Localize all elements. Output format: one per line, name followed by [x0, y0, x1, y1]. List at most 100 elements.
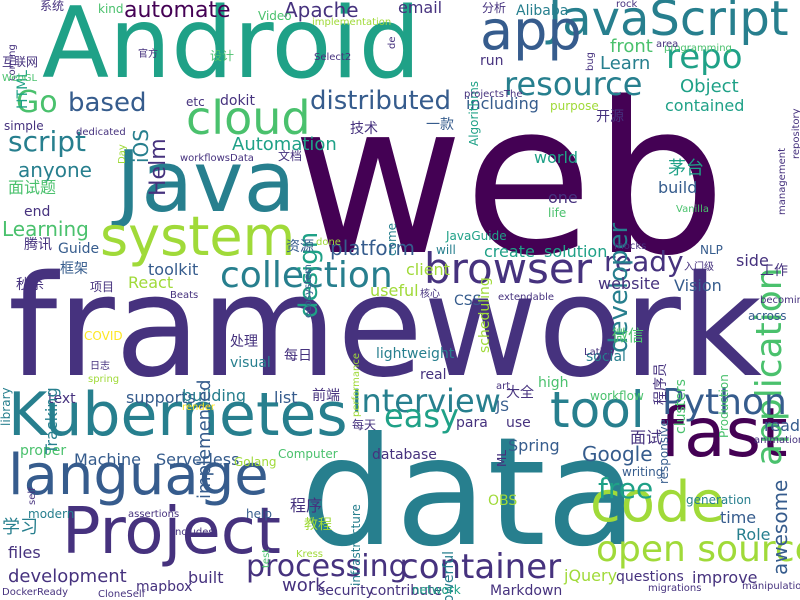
cloud-word-javaguide-163: JavaGuide [446, 229, 507, 243]
cloud-word-migrations-128: migrations [648, 583, 702, 594]
cloud-word-performance-143: performance [351, 352, 362, 417]
cloud-word-serverless-53: Serverless [156, 450, 240, 469]
cloud-word-etc-113: etc [186, 95, 205, 109]
cloud-word-cjk-184: 项目 [90, 280, 115, 294]
cloud-word-cjk-186: 入门级 [684, 262, 714, 273]
cloud-word-collection-16: collection [220, 255, 393, 296]
cloud-word-python-23: Python [662, 382, 787, 423]
cloud-word-questions-70: questions [616, 569, 684, 585]
cloud-word-beats-155: Beats [170, 290, 199, 301]
cloud-word-code-12: code [590, 470, 726, 535]
cloud-word-cjk-185: 工作 [760, 263, 788, 279]
cloud-word-role-67: Role [736, 525, 771, 544]
cloud-word-simple-110: simple [4, 119, 44, 133]
cloud-word-work-73: work [282, 575, 326, 596]
cloud-word-cjk-188: 处理 [230, 334, 258, 350]
cloud-word-script-27: script [8, 125, 87, 158]
cloud-word-contained-44: contained [665, 96, 745, 115]
cloud-word-java-4: Java [116, 133, 296, 232]
cloud-word-list-57: list [274, 388, 298, 407]
cloud-word-infrastructure-116: infrastructure [349, 504, 363, 587]
cloud-word-lightweight-88: lightweight [376, 346, 455, 362]
cloud-word-real-89: real [420, 367, 447, 383]
cloud-word-database-80: database [372, 447, 437, 463]
cloud-word-repo-18: repo [666, 37, 743, 77]
cloud-word-will-124: will [436, 243, 456, 257]
cloud-word-solution-60: solution [544, 242, 608, 261]
cloud-word-framework-1: framework [8, 246, 762, 409]
cloud-word-life-122: life [548, 206, 567, 220]
cloud-word-extendable-144: extendable [498, 292, 555, 303]
cloud-word-based-29: based [68, 88, 147, 118]
cloud-word-cjk-198: 教程 [304, 517, 332, 533]
cloud-word-cjk-190: 日志 [90, 361, 110, 372]
cloud-word-ml-167: ML [495, 450, 509, 468]
cloud-word-website-48: website [598, 274, 660, 293]
cloud-word-cjk-171: 官方 [138, 49, 158, 60]
cloud-word-manipulation-127: manipulation [742, 581, 800, 592]
cloud-word-awesome-65: awesome [768, 479, 792, 575]
cloud-word-cjk-176: 一款 [426, 117, 454, 133]
cloud-word-ecosystem-140: ecosystem [303, 263, 314, 318]
cloud-word-vision-51: Vision [674, 276, 722, 295]
cloud-word-workflowsdata-141: workflowsData [180, 153, 254, 164]
cloud-word-high-90: high [538, 375, 569, 391]
cloud-word-management-135: management [777, 148, 788, 215]
cloud-word-cjk-170: 互联网 [2, 55, 39, 69]
cloud-word-automation-45: Automation [232, 134, 337, 155]
cloud-word-including-43: including [466, 94, 539, 113]
cloud-word-use-82: use [506, 415, 531, 431]
cloud-word-render-151: render [182, 402, 215, 413]
cloud-word-security-79: security [318, 583, 374, 599]
cloud-word-implemented-56: implemented [194, 379, 215, 499]
cloud-word-library-109: library [0, 387, 13, 427]
cloud-word-built-72: built [188, 568, 224, 587]
cloud-word-dockerready-152: DockerReady [2, 587, 69, 598]
cloud-word-modern-106: modern [28, 507, 75, 521]
cloud-word-generation-120: generation [686, 493, 752, 507]
cloud-word-cjk-194: 每天 [352, 418, 377, 432]
cloud-word-rock-159: rock [616, 0, 638, 10]
cloud-word-resource-17: resource [504, 65, 643, 103]
cloud-word-golang-102: Golang [234, 455, 277, 469]
cloud-word-come-123: come [385, 223, 399, 257]
cloud-word-cloneself-153: CloneSelf [98, 589, 146, 600]
cloud-word-google-47: Google [582, 442, 653, 466]
cloud-word-clusters-115: clusters [673, 378, 689, 434]
cloud-word-fast-11: fast [660, 394, 788, 473]
cloud-word-easy-25: easy [384, 397, 459, 435]
cloud-word-vanilla-154: Vanilla [676, 204, 709, 215]
cloud-word-computer-103: Computer [278, 447, 338, 461]
cloud-word-container-21: container [400, 547, 562, 587]
cloud-word-cjk-189: 每日 [284, 348, 312, 364]
cloud-word-area-136: area [656, 39, 679, 50]
cloud-word-cjk-192: 前端 [312, 388, 340, 404]
cloud-word-proper-85: proper [20, 443, 67, 459]
cloud-word-cjk-199: 核心 [420, 289, 440, 300]
cloud-word-files-74: files [8, 543, 41, 562]
cloud-word-art-164: art [496, 381, 511, 392]
cloud-word-ios-35: iOS [129, 129, 153, 163]
cloud-word-social-91: social [586, 349, 626, 365]
cloud-word-ready-30: ready [604, 245, 684, 278]
cloud-word-tool-10: tool [550, 381, 645, 439]
cloud-word-de-161: de [387, 36, 398, 50]
cloud-word-cjk-191: 程序员 [653, 363, 669, 406]
cloud-word-cjk-177: 文档 [278, 149, 303, 163]
cloud-word-web-0: web [292, 57, 727, 302]
cloud-word-nlp-125: NLP [700, 243, 723, 257]
cloud-word-go-28: Go [16, 85, 58, 120]
cloud-word-reading-68: reading [764, 416, 800, 435]
cloud-word-day-156: Day [117, 143, 128, 164]
cloud-word-cjk-197: 程序 [290, 496, 323, 515]
cloud-word-mapbox-75: mapbox [136, 579, 193, 595]
cloud-word-cjk-195: 面试 [630, 428, 663, 447]
cloud-word-open-source-20: open source [596, 529, 800, 570]
cloud-word-kress-166: Kress [296, 549, 324, 560]
cloud-word-obs-107: OBS [488, 493, 518, 509]
cloud-word-cjk-178: 茅台 [668, 158, 704, 179]
cloud-word-cjk-173: 分析 [482, 1, 507, 15]
cloud-word-dedicated-142: dedicated [76, 127, 126, 138]
cloud-word-assertions-148: assertions [128, 509, 180, 520]
cloud-word-run-95: run [480, 53, 504, 69]
